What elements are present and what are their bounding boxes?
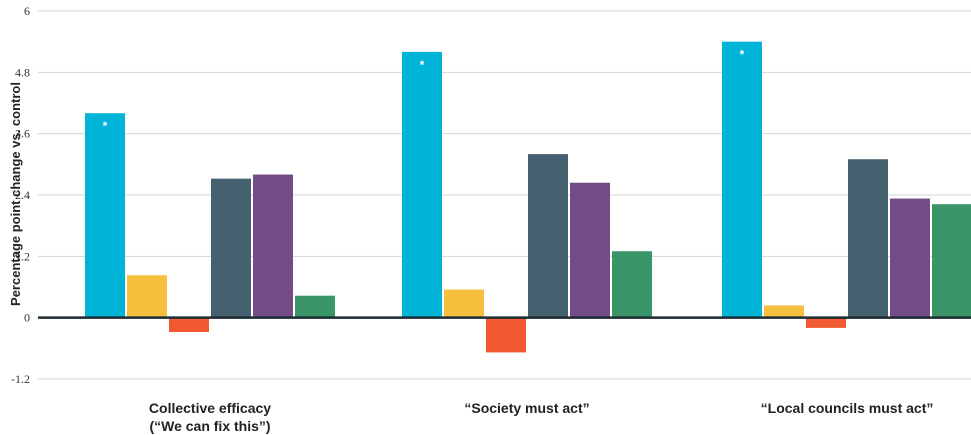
bar [402,51,442,318]
bar [85,113,125,318]
significance-marker: * [740,48,745,62]
bar [444,289,484,318]
bar [932,204,971,318]
y-axis-title: Percentage point change vs. control [8,82,23,306]
y-tick-label: 4.8 [15,65,30,79]
bar [169,317,209,332]
category-label: Collective efficacy (“We can fix this”) [149,400,271,434]
y-tick-label: 2.4 [15,188,30,202]
bar [528,154,568,318]
bar [295,295,335,318]
significance-marker: * [103,119,108,133]
bar [848,159,888,318]
bar [570,182,610,318]
bar [890,198,930,318]
bars: * * * [85,41,971,353]
category-label: “Local councils must act” [761,400,934,416]
bar [127,275,167,318]
bar [764,305,804,318]
bar [211,178,251,318]
y-tick-labels: 6 4.8 3.6 2.4 1.2 0 -1.2 [11,4,30,386]
bar [486,317,526,353]
gridlines [38,10,971,380]
bar [806,317,846,328]
y-tick-label: 6 [24,4,30,18]
bar [722,41,762,318]
significance-marker: * [420,58,425,72]
category-labels: Collective efficacy (“We can fix this”) “S… [149,400,933,434]
y-tick-label: -1.2 [11,372,30,386]
bar [253,174,293,318]
y-tick-label: 3.6 [15,127,30,141]
category-label: “Society must act” [464,400,589,416]
bar [612,251,652,318]
y-tick-label: 1.2 [15,249,30,263]
y-tick-label: 0 [24,311,30,325]
